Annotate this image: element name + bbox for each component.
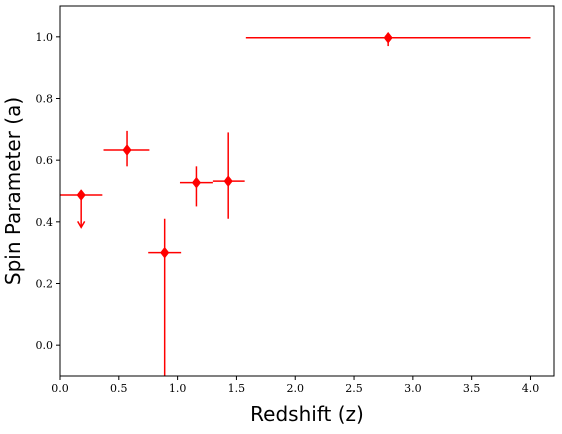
y-tick-label: 0.6 — [36, 154, 54, 167]
y-tick-label: 1.0 — [36, 31, 54, 44]
diamond-marker — [122, 144, 132, 156]
y-tick-label: 0.0 — [36, 339, 54, 352]
x-tick-label: 2.5 — [345, 382, 363, 395]
x-tick-label: 4.0 — [522, 382, 540, 395]
x-tick-label: 2.0 — [286, 382, 304, 395]
x-axis-ticks: 0.0 0.5 1.0 1.5 2.0 2.5 3.0 3.5 4.0 — [51, 376, 539, 395]
x-tick-label: 1.5 — [228, 382, 246, 395]
x-tick-label: 0.0 — [51, 382, 69, 395]
data-point — [212, 132, 245, 219]
plot-frame — [59, 5, 555, 377]
y-axis-ticks: 0.0 0.2 0.4 0.6 0.8 1.0 — [36, 31, 60, 352]
y-tick-label: 0.4 — [36, 216, 54, 229]
diamond-marker — [160, 246, 170, 259]
x-tick-label: 1.0 — [169, 382, 187, 395]
data-point — [60, 189, 103, 229]
x-tick-label: 0.5 — [110, 382, 128, 395]
y-tick-label: 0.2 — [36, 278, 54, 291]
x-tick-label: 3.5 — [463, 382, 481, 395]
data-point — [148, 218, 182, 376]
x-axis-label: Redshift (z) — [250, 402, 364, 426]
diamond-marker — [223, 175, 233, 188]
data-marks — [60, 31, 531, 376]
upper-limit-arrow-head — [77, 221, 86, 229]
data-point — [245, 31, 531, 47]
diamond-marker — [76, 189, 86, 201]
diamond-marker — [383, 31, 393, 44]
y-axis-label: Spin Parameter (a) — [1, 97, 25, 285]
x-tick-label: 3.0 — [404, 382, 422, 395]
data-point — [179, 166, 213, 207]
y-tick-label: 0.8 — [36, 93, 54, 106]
data-point — [103, 130, 150, 167]
diamond-marker — [191, 176, 202, 189]
